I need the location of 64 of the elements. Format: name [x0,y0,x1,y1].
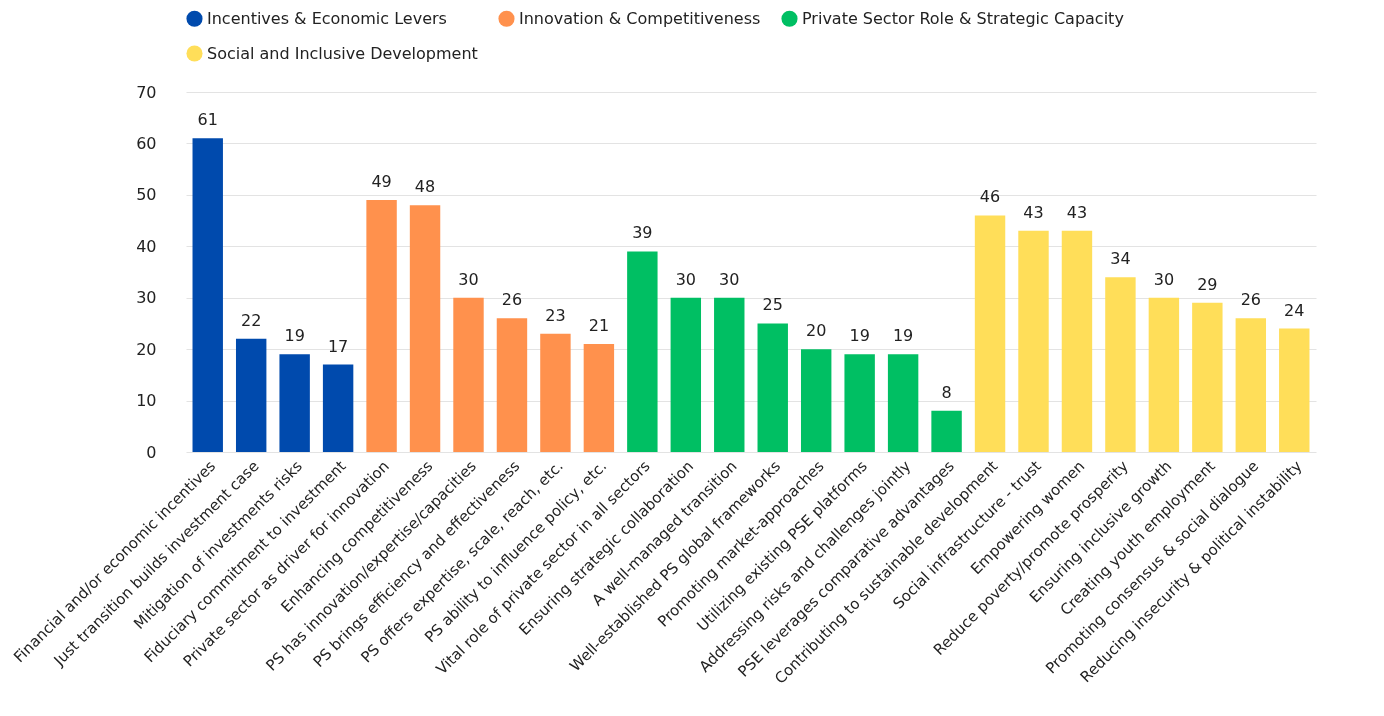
data-label: 34 [1110,249,1131,269]
bar [627,251,658,452]
bar [844,354,875,452]
legend-label: Incentives & Economic Levers [207,8,447,28]
data-label: 20 [806,321,827,341]
bar [931,410,962,452]
bar [887,354,919,452]
data-label: 49 [371,172,392,191]
data-label: 43 [1066,202,1088,222]
data-label: 21 [588,316,610,335]
bar [1235,318,1267,452]
bar [1192,302,1223,452]
bar [1148,297,1180,452]
legend-label: Social and Inclusive Development [207,43,478,63]
data-label: 22 [241,310,262,330]
y-tick-label: 0 [146,442,157,462]
y-tick-label: 10 [136,391,157,411]
data-label: 19 [284,326,305,346]
bar [540,333,571,452]
bar [366,200,397,452]
data-label: 19 [892,326,914,346]
data-label: 43 [1023,202,1044,222]
data-label: 39 [632,223,653,243]
y-tick-label: 30 [136,288,157,308]
bar [453,297,484,452]
data-label: 48 [414,177,436,197]
bar [800,349,832,452]
data-label: 24 [1284,300,1305,320]
bar [409,205,441,452]
data-label: 30 [675,269,696,289]
bar [714,297,745,452]
data-label: 30 [719,269,740,289]
data-label: 30 [1153,269,1175,289]
data-label: 30 [458,269,479,289]
bar [235,338,267,452]
y-tick-label: 20 [136,339,157,359]
bar [670,297,702,452]
bar [1105,277,1136,452]
bar [496,318,528,452]
legend-label: Innovation & Competitiveness [519,8,761,28]
data-label: 19 [849,326,870,346]
bar [757,323,788,452]
bar [1279,328,1310,452]
data-label: 26 [501,290,523,310]
data-label: 17 [327,336,349,356]
bar [1061,230,1093,452]
data-label: 46 [979,187,1001,207]
bar [974,215,1006,452]
data-label: 61 [197,110,218,130]
data-label: 25 [762,295,783,315]
data-label: 26 [1240,290,1261,310]
data-label: 29 [1197,274,1218,294]
bar [1018,230,1049,452]
y-tick-label: 40 [136,236,157,256]
legend-label: Private Sector Role & Strategic Capacity [802,8,1124,28]
bar [279,354,310,452]
bar [322,364,354,452]
y-tick-label: 70 [136,82,157,102]
data-label: 23 [545,305,566,325]
bar [192,138,223,452]
data-label: 8 [941,382,952,402]
y-tick-label: 60 [136,133,157,153]
y-tick-label: 50 [136,185,157,205]
bar [583,344,615,452]
